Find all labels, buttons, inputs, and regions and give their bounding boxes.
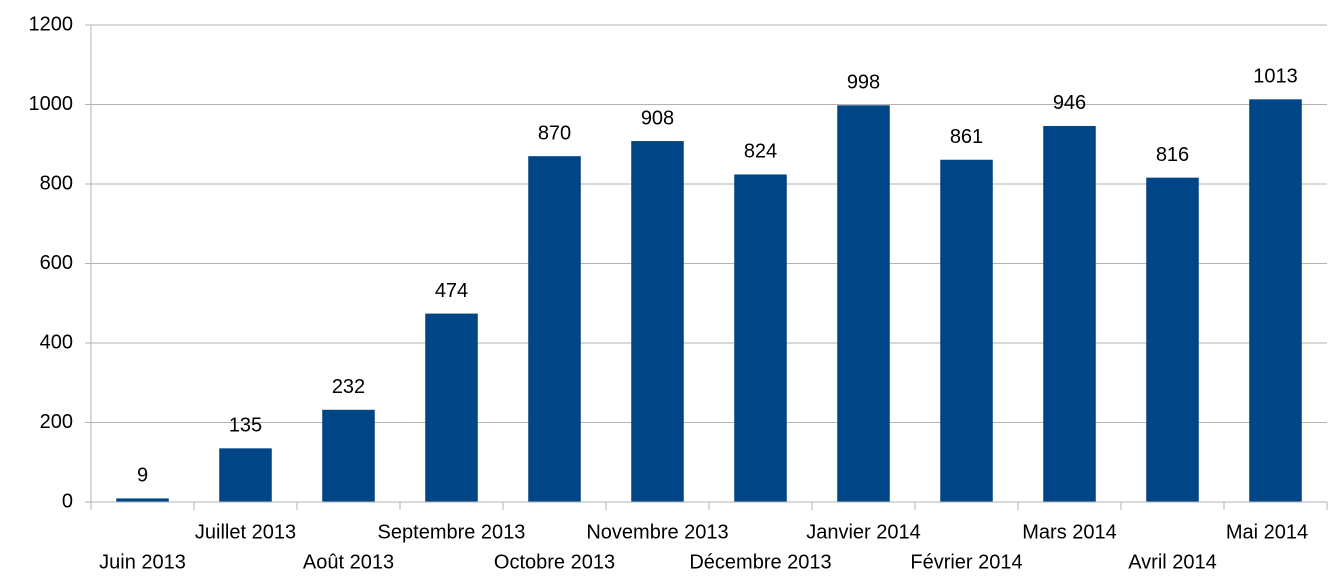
y-tick-label: 1000 xyxy=(29,93,74,115)
bar xyxy=(219,448,272,502)
y-tick-label: 200 xyxy=(40,411,73,433)
y-tick-label: 600 xyxy=(40,252,73,274)
x-tick-label: Novembre 2013 xyxy=(586,521,728,543)
data-label: 816 xyxy=(1156,144,1189,166)
x-tick-label: Juin 2013 xyxy=(99,551,186,573)
x-tick-label: Septembre 2013 xyxy=(378,521,526,543)
data-label: 824 xyxy=(744,141,777,163)
x-tick-label: Février 2014 xyxy=(910,551,1022,573)
bar xyxy=(322,409,375,502)
y-tick-label: 800 xyxy=(40,172,73,194)
x-tick-label: Mai 2014 xyxy=(1226,521,1308,543)
bar xyxy=(528,156,581,503)
data-label: 861 xyxy=(950,126,983,148)
bar xyxy=(1249,99,1302,503)
y-tick-label: 0 xyxy=(62,490,73,512)
data-label: 474 xyxy=(435,280,468,302)
bar xyxy=(116,498,169,502)
y-tick-label: 400 xyxy=(40,331,73,353)
bar xyxy=(631,141,684,502)
y-tick-label: 1200 xyxy=(29,13,74,35)
data-label: 908 xyxy=(641,107,674,129)
x-tick-label: Décembre 2013 xyxy=(689,551,831,573)
x-tick-label: Avril 2014 xyxy=(1128,551,1217,573)
x-tick-label: Janvier 2014 xyxy=(806,521,921,543)
data-label: 232 xyxy=(332,376,365,398)
data-label: 9 xyxy=(137,465,148,487)
bar xyxy=(734,174,787,502)
x-tick-label: Juillet 2013 xyxy=(195,521,296,543)
data-label: 1013 xyxy=(1253,66,1298,88)
data-label: 870 xyxy=(538,122,571,144)
bar xyxy=(940,159,993,502)
x-tick-label: Octobre 2013 xyxy=(494,551,615,573)
bar xyxy=(1043,125,1096,502)
data-label: 998 xyxy=(847,72,880,94)
data-label: 135 xyxy=(229,415,262,437)
x-tick-label: Août 2013 xyxy=(303,551,394,573)
bar xyxy=(1146,177,1199,502)
bar xyxy=(425,313,478,502)
data-label: 946 xyxy=(1053,92,1086,114)
bar xyxy=(837,105,890,503)
x-tick-label: Mars 2014 xyxy=(1022,521,1117,543)
